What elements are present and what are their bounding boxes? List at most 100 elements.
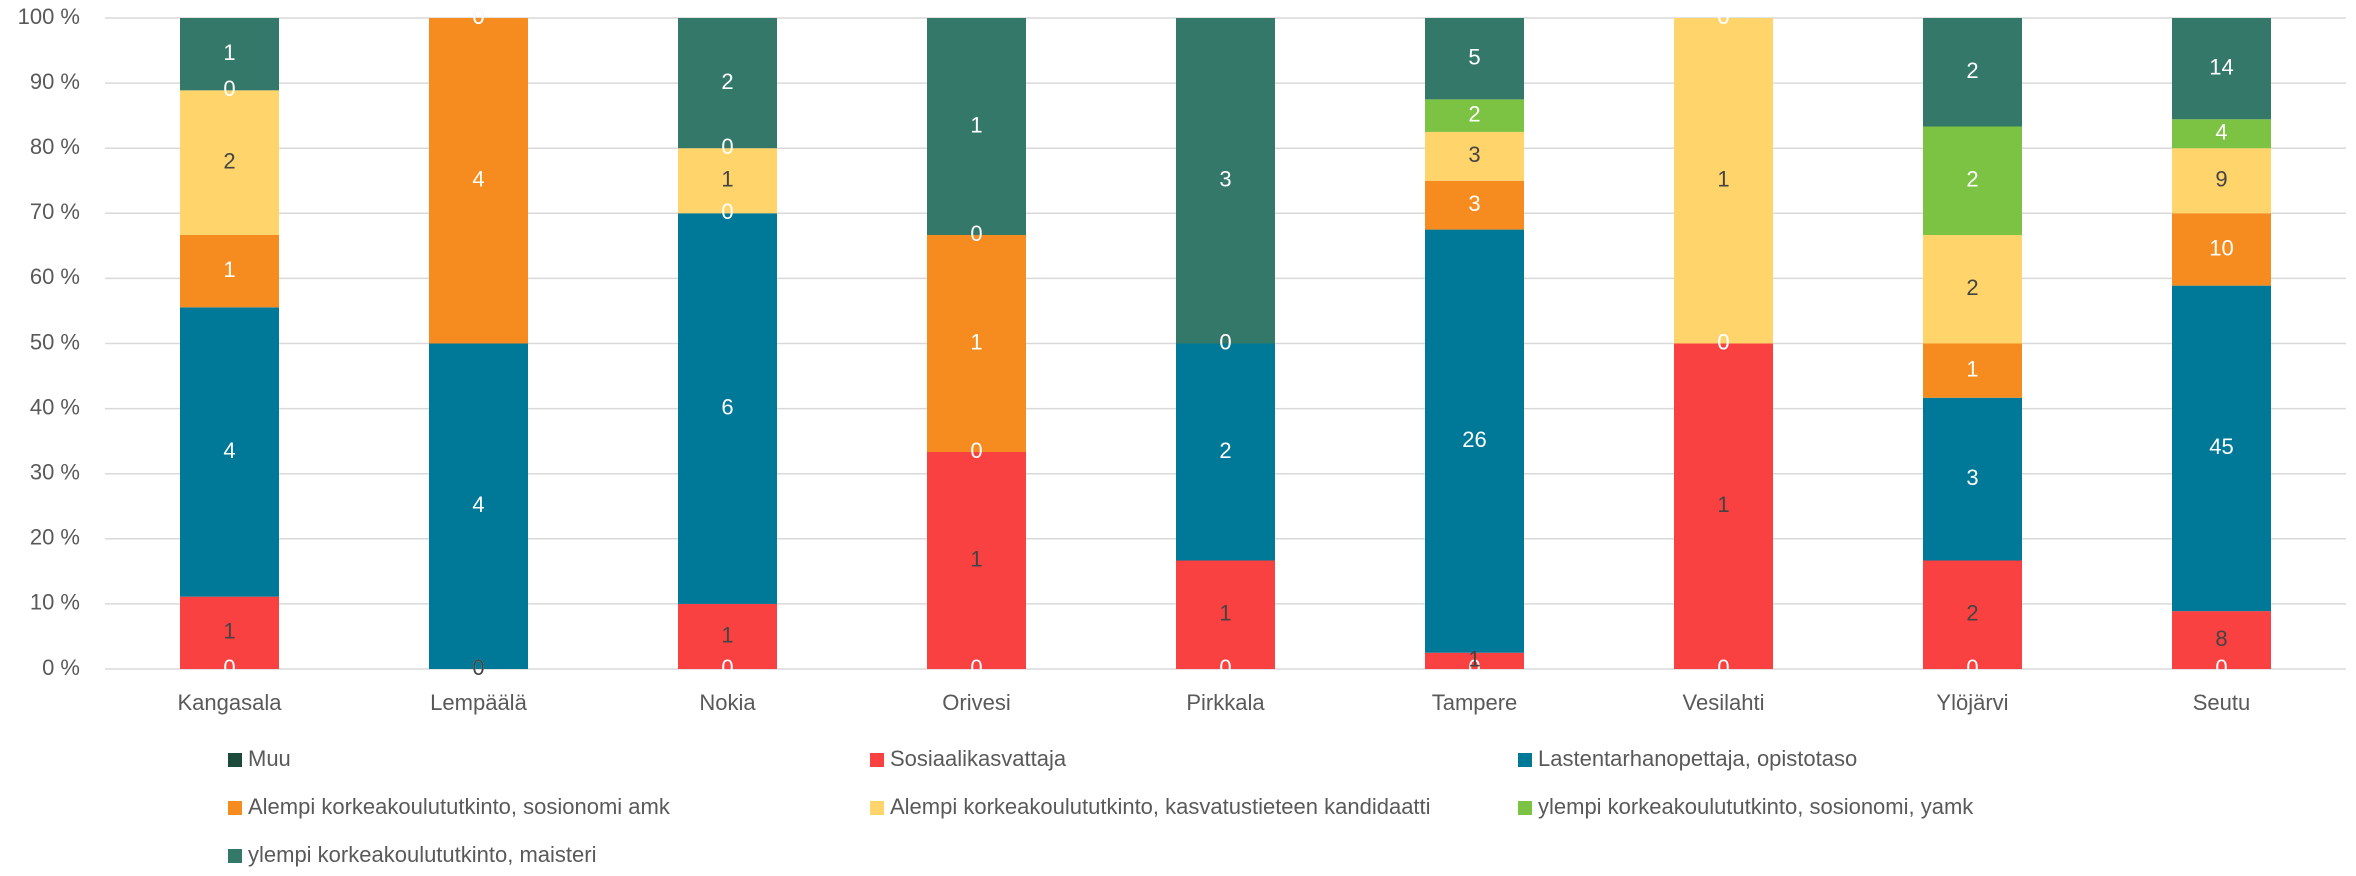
y-tick-label: 50 %: [30, 329, 80, 354]
data-label: 0: [472, 4, 484, 29]
y-tick-label: 60 %: [30, 264, 80, 289]
data-label: 9: [2215, 167, 2227, 192]
bar-segment: [927, 18, 1026, 235]
y-tick-label: 40 %: [30, 394, 80, 419]
y-tick-label: 80 %: [30, 134, 80, 159]
data-label: 0: [2215, 655, 2227, 680]
legend-label: ylempi korkeakoulututkinto, sosionomi, y…: [1538, 794, 1974, 819]
data-label: 5: [1468, 45, 1480, 70]
data-label: 2: [1219, 438, 1231, 463]
data-label: 0: [721, 199, 733, 224]
bar-segment: [2172, 611, 2271, 669]
data-label: 0: [1219, 329, 1231, 354]
data-label: 1: [1219, 601, 1231, 626]
legend-swatch: [228, 753, 242, 767]
data-label: 3: [1219, 167, 1231, 192]
bar-segment: [2172, 148, 2271, 214]
data-label: 2: [1966, 58, 1978, 83]
x-tick-label: Seutu: [2193, 690, 2251, 715]
bar-segment: [180, 18, 279, 91]
data-label: 26: [1462, 427, 1486, 452]
bar-segment: [2172, 18, 2271, 120]
data-label: 0: [1717, 329, 1729, 354]
bar-segment: [2172, 285, 2271, 612]
bar-segment: [1923, 235, 2022, 344]
legend-label: Muu: [248, 746, 291, 771]
data-label: 2: [1966, 275, 1978, 300]
data-label: 4: [223, 438, 235, 463]
data-label: 1: [1468, 647, 1480, 672]
x-tick-label: Nokia: [699, 690, 756, 715]
data-label: 0: [1717, 329, 1729, 354]
y-tick-label: 20 %: [30, 525, 80, 550]
bar-segment: [1425, 652, 1524, 669]
bar-segment: [1425, 18, 1524, 100]
data-label: 1: [970, 546, 982, 571]
bar-segment: [180, 307, 279, 597]
data-label: 0: [970, 438, 982, 463]
bar-segment: [2172, 119, 2271, 149]
bar-segment: [1923, 560, 2022, 669]
x-tick-label: Tampere: [1432, 690, 1518, 715]
legend-swatch: [228, 801, 242, 815]
y-tick-label: 90 %: [30, 69, 80, 94]
y-tick-label: 100 %: [18, 4, 80, 29]
y-tick-label: 10 %: [30, 590, 80, 615]
data-label: 4: [472, 167, 484, 192]
data-label: 0: [472, 655, 484, 680]
data-label: 0: [1219, 329, 1231, 354]
data-label: 2: [223, 148, 235, 173]
data-label: 1: [223, 40, 235, 65]
data-label: 1: [721, 622, 733, 647]
data-label: 2: [721, 69, 733, 94]
data-label: 1: [1717, 167, 1729, 192]
data-label: 0: [1717, 655, 1729, 680]
x-tick-label: Lempäälä: [430, 690, 527, 715]
bar-segment: [1923, 18, 2022, 127]
x-tick-label: Vesilahti: [1683, 690, 1765, 715]
data-label: 0: [472, 4, 484, 29]
legend-label: Lastentarhanopettaja, opistotaso: [1538, 746, 1857, 771]
legend-swatch: [870, 753, 884, 767]
data-label: 1: [970, 112, 982, 137]
bar-segment: [1176, 18, 1275, 344]
bar-segment: [678, 213, 777, 604]
data-label: 3: [1966, 465, 1978, 490]
bar-segment: [180, 596, 279, 669]
legend-label: Alempi korkeakoulututkinto, kasvatustiet…: [890, 794, 1431, 819]
x-tick-label: Ylöjärvi: [1936, 690, 2008, 715]
bar-segment: [1425, 180, 1524, 230]
data-label: 0: [1219, 655, 1231, 680]
legend-swatch: [1518, 801, 1532, 815]
y-tick-label: 0 %: [42, 655, 80, 680]
bar-segment: [180, 90, 279, 235]
data-label: 0: [472, 4, 484, 29]
y-tick-label: 30 %: [30, 460, 80, 485]
legend-label: Sosiaalikasvattaja: [890, 746, 1067, 771]
bar-segment: [927, 235, 1026, 452]
data-label: 0: [223, 655, 235, 680]
bar-segment: [1425, 229, 1524, 653]
data-label: 6: [721, 394, 733, 419]
data-label: 14: [2209, 54, 2233, 79]
data-label: 0: [1219, 329, 1231, 354]
bar-segment: [1923, 343, 2022, 398]
legend-swatch: [870, 801, 884, 815]
bar-segment: [1674, 343, 1773, 669]
bar-segment: [1176, 343, 1275, 561]
data-label: 0: [970, 221, 982, 246]
bar-segment: [1425, 131, 1524, 181]
bar-segment: [1923, 397, 2022, 561]
data-label: 2: [1468, 101, 1480, 126]
data-label: 0: [970, 655, 982, 680]
data-label: 3: [1468, 191, 1480, 216]
bar-segment: [2172, 213, 2271, 286]
data-label: 0: [1966, 655, 1978, 680]
bar-segment: [1425, 99, 1524, 132]
data-label: 0: [1717, 4, 1729, 29]
data-label: 0: [1717, 4, 1729, 29]
data-label: 0: [472, 655, 484, 680]
data-label: 1: [223, 619, 235, 644]
bar-segment: [678, 603, 777, 669]
